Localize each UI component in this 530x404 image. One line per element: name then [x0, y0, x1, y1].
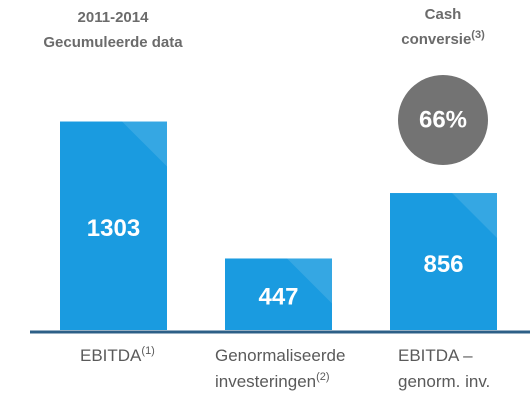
bar-highlight — [122, 121, 167, 167]
x-tick-label: genorm. inv. — [398, 372, 490, 391]
annotation-value: 66% — [419, 106, 467, 133]
bar — [225, 258, 332, 330]
bar — [390, 193, 497, 330]
x-tick-label: Genormaliseerde — [215, 346, 345, 365]
x-tick-label: EBITDA – — [398, 346, 473, 365]
value-label: 447 — [258, 284, 298, 311]
chart-title: Gecumuleerde data — [43, 34, 183, 51]
x-tick-label-text: investeringen — [215, 372, 316, 391]
footnote-marker: (1) — [141, 345, 154, 357]
value-label: 1303 — [87, 215, 140, 242]
footnote-marker: (2) — [316, 371, 329, 383]
x-tick-label: investeringen(2) — [215, 371, 330, 392]
annotation-label-text: conversie — [401, 31, 471, 48]
x-tick-label-text: EBITDA — [80, 346, 142, 365]
x-tick-label: EBITDA(1) — [80, 345, 155, 366]
annotation-label: Cash — [425, 6, 462, 23]
chart-title: 2011-2014 — [78, 9, 150, 26]
bar — [60, 121, 167, 331]
x-tick-label-text: genorm. inv. — [398, 372, 490, 391]
bar-highlight — [452, 193, 497, 239]
value-label: 856 — [423, 251, 463, 278]
bar-highlight — [287, 258, 332, 304]
annotation-label: conversie(3) — [401, 29, 485, 48]
x-tick-label-text: Genormaliseerde — [215, 346, 345, 365]
x-tick-label-text: EBITDA – — [398, 346, 473, 365]
annotation-circle — [398, 75, 488, 165]
footnote-marker: (3) — [471, 29, 485, 41]
